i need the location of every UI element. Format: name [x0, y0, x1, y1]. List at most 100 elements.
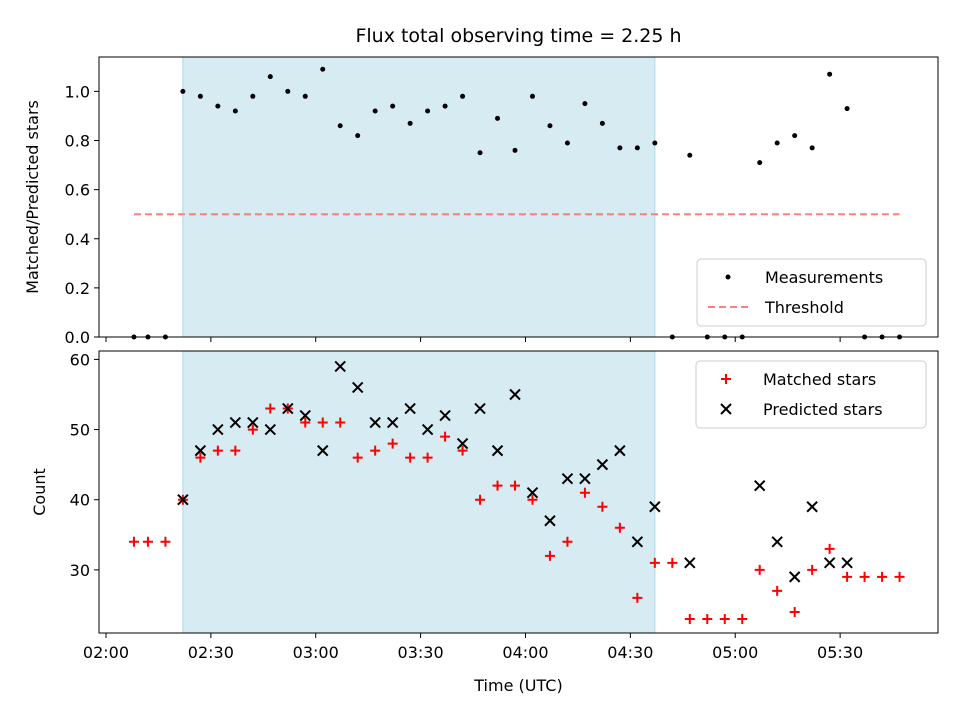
matched-star-point [457, 445, 468, 456]
matched-star-point [128, 536, 139, 547]
chart-title: Flux total observing time = 2.25 h [355, 25, 681, 47]
predicted-star-point [369, 416, 381, 429]
matched-star-point [422, 452, 433, 463]
measurement-point [495, 115, 501, 121]
matched-star-point [649, 557, 660, 568]
predicted-star-point [282, 402, 294, 415]
measurement-point [215, 103, 221, 109]
count-legend-box [695, 360, 927, 429]
measurement-point [792, 133, 798, 139]
predicted-star-point [823, 557, 836, 569]
matched-star-point [877, 571, 888, 582]
count-y-axis-label: Count [30, 468, 49, 516]
observing-window-shade [182, 350, 656, 634]
predicted-star-point [754, 479, 766, 492]
matched-star-point [614, 522, 625, 533]
matched-star-point [842, 571, 853, 582]
matched-star-point [142, 536, 153, 547]
matched-star-point [370, 445, 381, 456]
count-legend: Matched stars Predicted stars [695, 360, 927, 429]
observing-window-shade [182, 56, 656, 338]
predicted-star-point [614, 444, 626, 457]
x-tick-label: 03:00 [293, 643, 339, 662]
predicted-star-point [561, 472, 574, 485]
matched-star-point [475, 494, 486, 505]
matched-star-point [737, 613, 748, 624]
legend-matched-marker [721, 374, 731, 384]
predicted-star-point [509, 388, 521, 401]
matched-star-point [579, 487, 590, 498]
legend-predicted-marker [720, 403, 732, 415]
count-marks [128, 360, 905, 624]
measurement-point [425, 108, 431, 114]
matched-star-point [719, 613, 730, 624]
measurement-point [599, 120, 605, 126]
x-tick-label: 02:00 [83, 643, 129, 662]
predicted-star-point [474, 402, 486, 415]
legend-threshold-label: Threshold [764, 298, 844, 317]
ratio-y-tick-label: 0.8 [65, 132, 90, 151]
measurement-point [652, 140, 658, 146]
matched-star-point [684, 613, 695, 624]
measurement-point [844, 106, 850, 112]
measurement-point [302, 93, 308, 99]
ratio-legend-box [696, 258, 927, 327]
ratio-panel: 0.0 0.2 0.4 0.6 0.8 1.0 Flux total observing … [23, 25, 939, 347]
measurement-point [442, 103, 448, 109]
predicted-star-point [649, 501, 661, 513]
count-y-tick-label: 40 [70, 491, 90, 510]
predicted-star-point [317, 444, 329, 457]
matched-star-point [772, 585, 783, 596]
x-tick-label: 04:30 [607, 643, 653, 662]
measurement-point [564, 140, 570, 146]
matched-star-point [195, 452, 206, 463]
measurement-point [250, 93, 256, 99]
predicted-star-point [841, 557, 853, 569]
matched-star-point [632, 592, 643, 603]
predicted-star-point [421, 423, 434, 436]
x-tick-label: 03:30 [398, 643, 444, 662]
legend-predicted-label: Predicted stars [763, 400, 883, 419]
predicted-star-point [788, 571, 801, 583]
matched-star-point [212, 445, 223, 456]
ratio-x-ticks [105, 337, 841, 342]
matched-star-point [160, 536, 171, 547]
measurement-point [809, 145, 815, 151]
measurement-point [407, 120, 413, 126]
measurement-point [267, 74, 273, 80]
x-tick-label: 05:00 [712, 643, 758, 662]
matched-star-point [265, 403, 276, 414]
matched-star-point [824, 543, 835, 554]
measurement-point [232, 108, 238, 114]
ratio-y-axis-label: Matched/Predicted stars [23, 100, 42, 294]
matched-star-point [597, 501, 608, 512]
measurement-point [477, 150, 483, 156]
predicted-star-point [456, 437, 469, 450]
measurement-point [197, 93, 203, 99]
ratio-y-ticks: 0.0 0.2 0.4 0.6 0.8 1.0 [65, 82, 99, 347]
matched-star-point [510, 480, 521, 491]
matched-star-point [387, 438, 398, 449]
count-x-ticks: 02:00 02:30 03:00 03:30 04:00 04:30 05:00 05:30 [83, 633, 863, 662]
matched-star-point [300, 417, 311, 428]
predicted-star-point [771, 536, 783, 548]
count-y-tick-label: 60 [70, 350, 90, 369]
ratio-y-tick-label: 1.0 [65, 82, 90, 101]
measurement-point [827, 71, 833, 77]
measurement-point [687, 152, 693, 158]
matched-star-point [492, 480, 503, 491]
count-y-ticks: 30 40 50 60 [70, 350, 99, 580]
predicted-star-point [334, 360, 346, 373]
predicted-star-point [351, 381, 364, 394]
matched-star-point [789, 606, 800, 617]
measurement-point [320, 66, 326, 72]
matched-star-point [440, 431, 451, 442]
measurement-point [372, 108, 378, 114]
predicted-star-point [299, 409, 311, 422]
matched-star-point [352, 452, 363, 463]
ratio-legend: Measurements Threshold [696, 258, 927, 327]
measurement-point [634, 145, 640, 151]
predicted-star-point [631, 536, 644, 548]
predicted-star-point [439, 409, 451, 422]
predicted-star-point [491, 444, 504, 457]
